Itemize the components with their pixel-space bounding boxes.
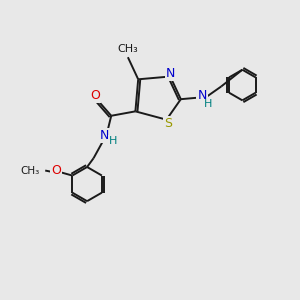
Text: N: N bbox=[197, 89, 207, 102]
Text: O: O bbox=[90, 89, 100, 102]
Text: N: N bbox=[100, 129, 110, 142]
Text: N: N bbox=[166, 67, 176, 80]
Text: O: O bbox=[51, 164, 61, 177]
Text: CH₃: CH₃ bbox=[20, 166, 39, 176]
Text: H: H bbox=[109, 136, 117, 146]
Text: S: S bbox=[164, 117, 172, 130]
Text: H: H bbox=[204, 99, 213, 109]
Text: CH₃: CH₃ bbox=[118, 44, 138, 54]
